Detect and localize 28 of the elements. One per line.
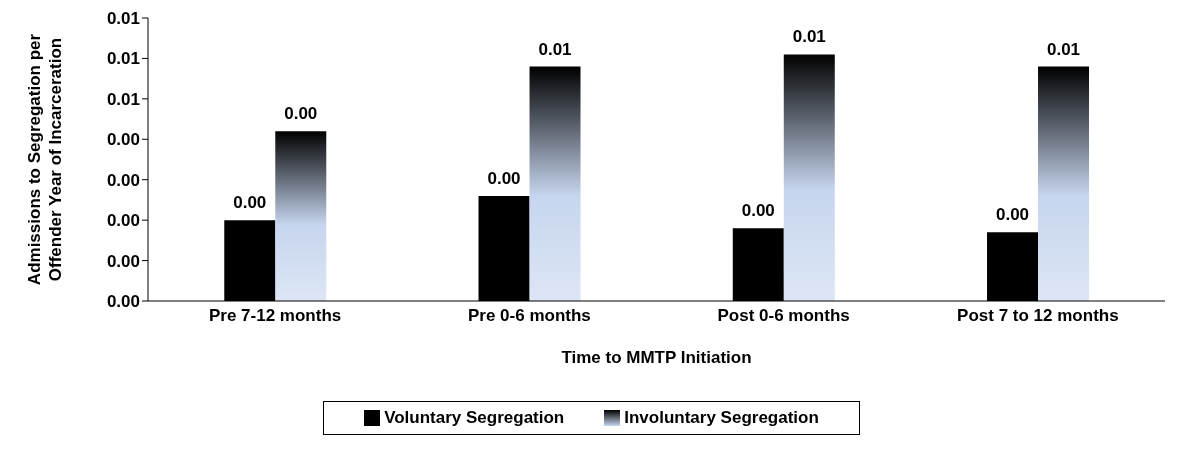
data-label: 0.00	[487, 168, 521, 188]
bar	[783, 54, 835, 301]
x-tick-label: Pre 7-12 months	[208, 306, 342, 326]
x-tick-label: Post 7 to 12 months	[957, 306, 1119, 326]
legend-label: Involuntary Segregation	[623, 408, 819, 428]
data-label: 0.01	[792, 27, 826, 47]
data-label: 0.00	[741, 201, 775, 221]
data-label: 0.00	[233, 193, 267, 213]
bar	[275, 131, 327, 301]
y-tick-label: 0.00	[106, 130, 140, 150]
y-tick-label: 0.01	[106, 9, 140, 29]
legend-label: Voluntary Segregation	[383, 408, 565, 428]
y-tick-label: 0.00	[106, 170, 140, 190]
y-tick-label: 0.00	[106, 251, 140, 271]
bar	[1038, 66, 1090, 301]
x-tick-label: Post 0-6 months	[717, 306, 850, 326]
y-tick-label: 0.01	[106, 49, 140, 69]
data-label: 0.01	[1046, 39, 1081, 59]
data-label: 0.00	[284, 104, 318, 124]
x-axis-title: Time to MMTP Initiation	[561, 348, 752, 367]
data-label: 0.00	[995, 205, 1030, 225]
bar	[529, 66, 581, 301]
y-axis-title: Admissions to Segregation per Offender Year of Incarceration	[25, 33, 65, 286]
data-label: 0.01	[538, 39, 572, 59]
y-tick-label: 0.00	[106, 211, 140, 231]
x-tick-label: Pre 0-6 months	[467, 306, 591, 326]
y-tick-label: 0.00	[106, 292, 140, 312]
y-tick-label: 0.01	[106, 89, 140, 109]
